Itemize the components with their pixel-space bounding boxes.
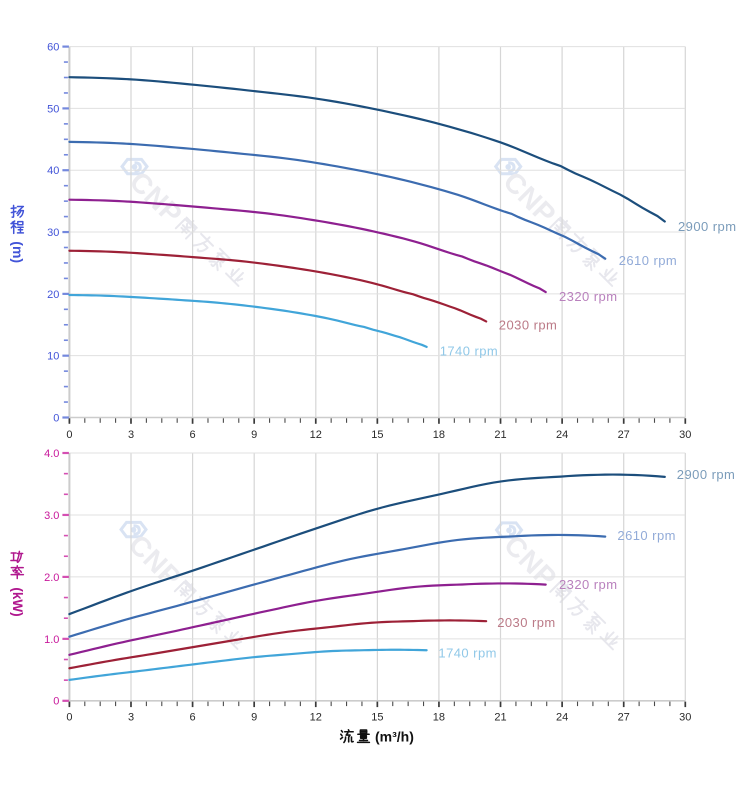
svg-text:(m³/h): (m³/h) [375,729,414,745]
svg-text:40: 40 [47,165,59,177]
svg-text:60: 60 [47,42,59,54]
svg-text:0: 0 [53,412,59,424]
svg-text:2320 rpm: 2320 rpm [559,289,618,304]
svg-text:2.0: 2.0 [44,572,59,584]
svg-text:1740 rpm: 1740 rpm [440,344,499,359]
svg-text:15: 15 [371,429,383,441]
svg-text:9: 9 [251,712,257,724]
svg-text:3: 3 [128,712,134,724]
svg-text:21: 21 [494,712,506,724]
svg-text:2610 rpm: 2610 rpm [619,253,678,268]
svg-text:10: 10 [47,351,59,363]
svg-text:4.0: 4.0 [44,448,59,460]
svg-text:15: 15 [371,712,383,724]
svg-text:2320 rpm: 2320 rpm [559,577,618,592]
svg-text:12: 12 [310,712,322,724]
svg-text:2030 rpm: 2030 rpm [499,318,558,333]
svg-text:1.0: 1.0 [44,634,59,646]
svg-text:(kW): (kW) [10,587,25,616]
svg-text:30: 30 [679,712,691,724]
svg-text:3.0: 3.0 [44,510,59,522]
svg-text:2900 rpm: 2900 rpm [678,219,737,234]
svg-text:50: 50 [47,103,59,115]
svg-text:18: 18 [433,712,445,724]
svg-text:2900 rpm: 2900 rpm [677,467,736,482]
svg-text:20: 20 [47,289,59,301]
svg-text:2030 rpm: 2030 rpm [497,615,556,630]
svg-text:24: 24 [556,712,568,724]
svg-text:9: 9 [251,429,257,441]
svg-text:0: 0 [66,429,72,441]
svg-text:3: 3 [128,429,134,441]
svg-text:6: 6 [190,429,196,441]
svg-text:0: 0 [53,696,59,708]
svg-text:27: 27 [618,429,630,441]
svg-text:24: 24 [556,429,568,441]
svg-text:2610 rpm: 2610 rpm [617,528,676,543]
svg-text:6: 6 [190,712,196,724]
svg-text:12: 12 [310,429,322,441]
svg-text:18: 18 [433,429,445,441]
svg-text:0: 0 [66,712,72,724]
svg-text:30: 30 [679,429,691,441]
svg-text:1740 rpm: 1740 rpm [438,646,497,661]
svg-text:21: 21 [494,429,506,441]
svg-text:27: 27 [618,712,630,724]
svg-text:30: 30 [47,227,59,239]
svg-text:(m): (m) [10,241,26,263]
